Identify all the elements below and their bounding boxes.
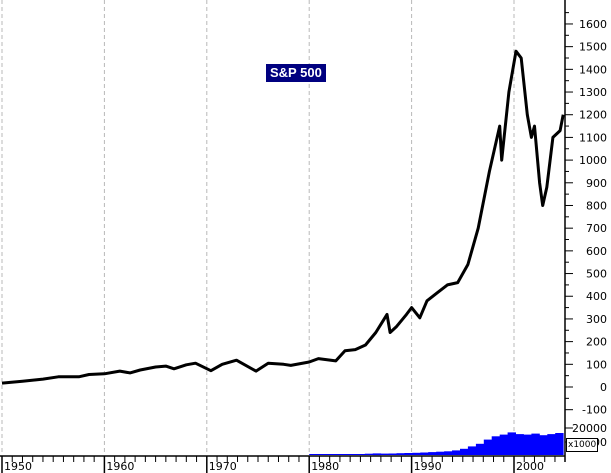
volume-bar: [491, 436, 501, 455]
volume-bar: [531, 433, 540, 456]
volume-bar: [428, 452, 437, 455]
y-tick-label: -100: [582, 404, 607, 417]
y-tick-label: 1300: [579, 86, 607, 99]
y-tick-label: 1400: [579, 63, 607, 76]
y-tick-label: 1000: [579, 154, 607, 167]
x-axis: 1950 1960 1970 1980 1990 2000: [0, 455, 565, 473]
y-tick-label: 0: [600, 381, 607, 394]
volume-bar: [333, 454, 342, 455]
volume-bar: [372, 453, 382, 456]
volume-bar: [523, 434, 532, 455]
volume-bar: [388, 453, 397, 455]
volume-bar: [467, 446, 477, 455]
volume-multiplier-label: x1000: [566, 438, 599, 452]
y-tick-label: 200: [586, 336, 607, 349]
volume-bar: [348, 454, 358, 455]
volume-bar: [340, 454, 350, 455]
volume-bar: [420, 452, 429, 455]
x-tick-label: 1990: [414, 460, 442, 473]
y-tick-label: 1100: [579, 131, 607, 144]
volume-bar: [475, 443, 485, 455]
x-tick-label: 1960: [106, 460, 134, 473]
y-tick-label: 800: [586, 199, 607, 212]
y-tick-label: 900: [586, 177, 607, 190]
volume-bar: [317, 454, 326, 455]
y-axis: 1600150014001300120011001000900800700600…: [564, 0, 607, 462]
chart-title: S&P 500: [266, 64, 326, 82]
y-tick-label: 600: [586, 245, 607, 258]
volume-bar: [444, 451, 453, 455]
y-tick-label: 1600: [579, 18, 607, 31]
x-tick-label: 1950: [4, 460, 32, 473]
x-tick-label: 1980: [311, 460, 339, 473]
volume-bar: [555, 433, 564, 455]
y-tick-label: 1500: [579, 41, 607, 54]
volume-bar: [436, 451, 445, 455]
volume-bar: [547, 434, 556, 455]
x-tick-label: 1970: [209, 460, 237, 473]
volume-bar: [356, 454, 366, 455]
x-tick-label: 2000: [516, 460, 544, 473]
volume-bar: [325, 454, 334, 455]
volume-bars: [309, 432, 564, 456]
volume-bar: [396, 453, 405, 455]
volume-bar: [452, 450, 461, 455]
volume-bar: [412, 452, 421, 455]
volume-bar: [309, 454, 318, 455]
volume-bar: [499, 434, 509, 455]
y-tick-label: 1200: [579, 109, 607, 122]
volume-bar: [404, 453, 413, 455]
volume-bar: [483, 439, 493, 455]
volume-bar: [380, 453, 389, 455]
y-tick-label: 500: [586, 268, 607, 281]
y-tick-label: 300: [586, 313, 607, 326]
y-tick-label: 400: [586, 290, 607, 303]
volume-tick-label: 20000: [572, 422, 607, 435]
volume-bar: [539, 435, 548, 455]
y-tick-label: 100: [586, 358, 607, 371]
y-tick-label: 700: [586, 222, 607, 235]
volume-bar: [507, 432, 516, 455]
volume-bar: [460, 448, 469, 455]
volume-bar: [515, 434, 524, 455]
price-line: [1, 49, 565, 385]
volume-bar: [364, 453, 374, 455]
vertical-gridlines: [1, 0, 515, 455]
